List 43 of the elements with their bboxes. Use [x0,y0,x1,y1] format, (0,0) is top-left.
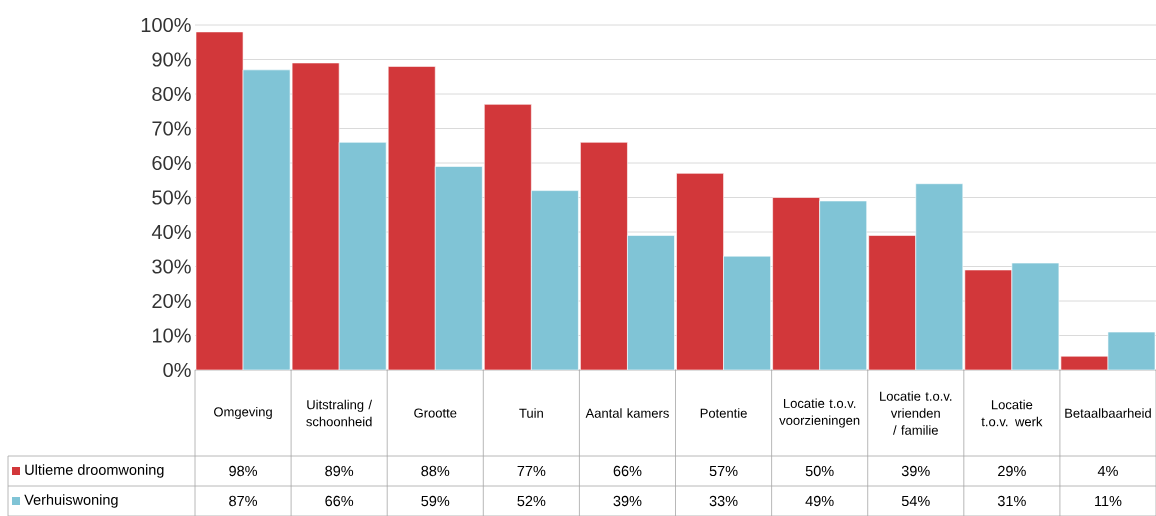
y-tick-label: 50% [152,190,191,205]
x-tick-label: Locatie t.o.v. werk [981,399,1043,427]
data-label: 29% [998,465,1026,477]
x-tick-label: Tuin [519,408,543,418]
data-label: 52% [517,495,546,507]
x-tick-label: Grootte [414,408,457,418]
x-tick-label: Locatie t.o.v. vrienden / familie [880,391,952,435]
y-tick-label: 40% [151,224,191,240]
data-label: 50% [805,465,834,477]
legend-label: Ultieme droomwoning [25,464,164,478]
x-tick-label: Aantal kamers [585,408,669,418]
data-label: 59% [421,495,450,507]
y-tick-label: 20% [152,293,191,309]
y-tick-label: 60% [152,155,191,171]
data-label: 4% [1097,465,1118,477]
data-label: 87% [229,495,258,507]
data-label: 77% [517,465,546,477]
y-tick-label: 0% [163,362,191,378]
data-label: 11% [1095,495,1122,507]
x-tick-label: Omgeving [214,406,272,420]
data-label: 66% [613,465,642,477]
x-tick-label: Locatie t.o.v. voorzieningen [779,398,860,428]
y-tick-label: 70% [152,121,191,136]
y-tick-label: 10% [152,328,191,343]
y-tick-label: 100% [141,17,191,33]
x-tick-label: Potentie [700,408,747,418]
y-tick-label: 30% [152,259,191,274]
data-label: 57% [709,465,738,477]
data-label: 88% [421,465,450,477]
data-label: 31% [997,495,1026,507]
x-tick-label: Betaalbaarheid [1065,408,1151,418]
y-tick-label: 80% [152,86,191,102]
data-label: 54% [901,495,930,507]
legend-label: Verhuiswoning [24,494,118,508]
data-label: 33% [709,495,738,507]
data-label: 39% [613,495,642,507]
data-label: 49% [805,495,834,507]
data-label: 89% [325,465,354,477]
x-tick-label: Uitstraling / schoonheid [306,399,373,427]
data-label: 39% [901,465,930,477]
data-label: 98% [229,465,258,477]
data-label: 66% [325,495,354,507]
y-tick-label: 90% [152,52,191,67]
